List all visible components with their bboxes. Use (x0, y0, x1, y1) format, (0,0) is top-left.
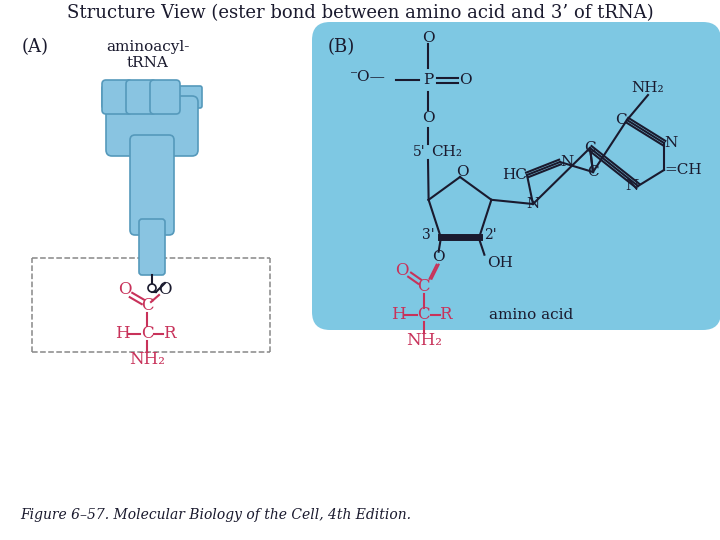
Text: =CH: =CH (664, 163, 701, 177)
Circle shape (148, 284, 156, 292)
FancyBboxPatch shape (102, 86, 202, 108)
Text: 2': 2' (485, 228, 497, 242)
Text: 5': 5' (413, 145, 425, 159)
Text: C: C (588, 165, 599, 179)
Text: Structure View (ester bond between amino acid and 3’ of tRNA): Structure View (ester bond between amino… (67, 4, 653, 22)
PathPatch shape (328, 40, 703, 310)
Text: O: O (158, 280, 172, 298)
Text: O: O (422, 31, 434, 45)
Text: R: R (439, 306, 452, 323)
FancyBboxPatch shape (106, 96, 198, 156)
FancyBboxPatch shape (312, 22, 720, 330)
Text: HC: HC (502, 168, 527, 182)
Text: 3': 3' (422, 228, 435, 242)
Text: (A): (A) (22, 38, 49, 56)
Text: OH: OH (487, 256, 513, 269)
FancyBboxPatch shape (126, 80, 156, 114)
Text: C: C (616, 113, 627, 127)
Text: R: R (163, 326, 175, 342)
Text: N: N (560, 155, 573, 169)
FancyBboxPatch shape (150, 80, 180, 114)
Text: C: C (140, 298, 153, 314)
Text: Figure 6–57. Molecular Biology of the Cell, 4th Edition.: Figure 6–57. Molecular Biology of the Ce… (20, 508, 411, 522)
Text: O: O (456, 165, 468, 179)
Text: N: N (526, 197, 539, 211)
Text: O: O (422, 111, 434, 125)
Text: N: N (664, 136, 678, 150)
Text: C: C (140, 326, 153, 342)
Text: O: O (395, 262, 408, 279)
Text: O: O (459, 73, 472, 87)
Text: N: N (625, 179, 638, 193)
Text: NH₂: NH₂ (631, 81, 665, 95)
Text: CH₂: CH₂ (431, 145, 462, 159)
Text: NH₂: NH₂ (129, 352, 165, 368)
Text: P: P (423, 73, 433, 87)
Text: C: C (418, 306, 430, 323)
Text: O: O (118, 280, 132, 298)
Text: O: O (432, 249, 445, 264)
FancyBboxPatch shape (328, 40, 703, 310)
Text: NH₂: NH₂ (405, 332, 441, 349)
FancyBboxPatch shape (102, 80, 132, 114)
Text: C: C (418, 278, 430, 295)
Text: aminoacyl-
tRNA: aminoacyl- tRNA (107, 40, 189, 70)
Text: H: H (391, 306, 406, 323)
FancyBboxPatch shape (130, 135, 174, 235)
Text: (B): (B) (328, 38, 355, 56)
FancyBboxPatch shape (139, 219, 165, 275)
Text: ⁻O—: ⁻O— (350, 70, 386, 84)
Text: amino acid: amino acid (489, 308, 573, 322)
Text: H: H (114, 326, 130, 342)
Text: C: C (584, 141, 596, 155)
